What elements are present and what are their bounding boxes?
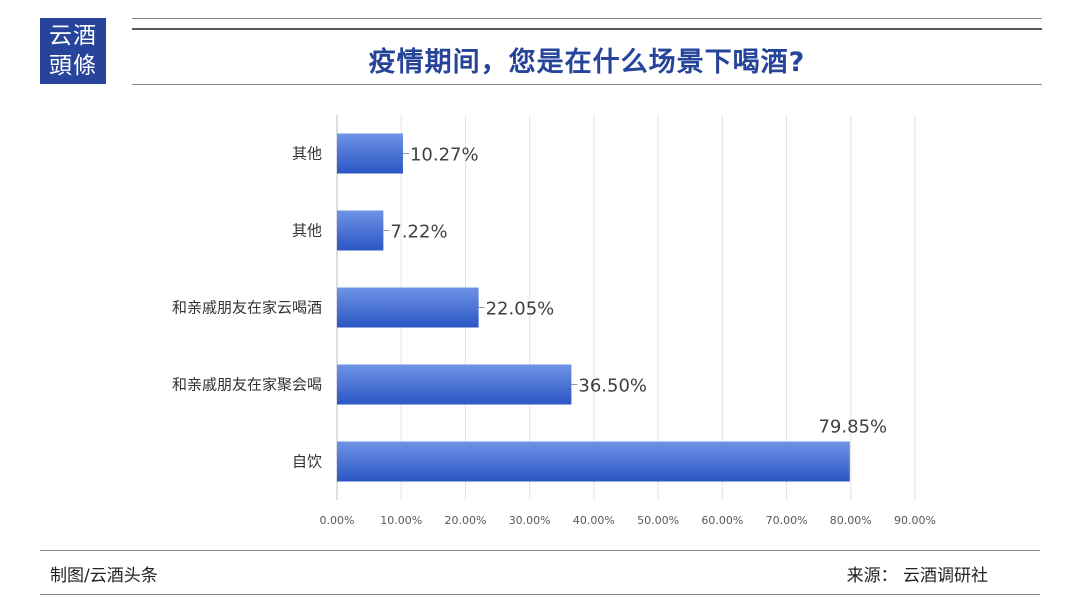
x-tick-label: 90.00% [894,514,936,527]
x-tick-label: 70.00% [766,514,808,527]
data-label: 36.50% [578,376,647,397]
chart-title: 疫情期间，您是在什么场景下喝酒? [368,47,806,78]
x-tick-label: 30.00% [509,514,551,527]
category-label: 和亲戚朋友在家云喝酒 [172,299,322,317]
header-rule-thin [132,18,1042,19]
logo-line-1: 云酒 [49,23,97,49]
footer-credit: 制图/云酒头条 [50,566,158,586]
brand-logo: 云酒 頭條 [40,18,106,84]
logo-line-2: 頭條 [49,53,97,79]
footer-rule-bottom [40,594,1040,595]
data-label: 7.22% [390,222,447,243]
bars [337,133,850,482]
footer-source: 来源： 云酒调研社 [846,566,988,586]
x-tick-label: 20.00% [444,514,486,527]
x-tick-label: 50.00% [637,514,679,527]
category-label: 其他 [292,145,322,163]
category-label: 其他 [292,222,322,240]
x-tick-label: 60.00% [701,514,743,527]
bar [337,133,403,174]
bar [337,210,384,251]
x-tick-label: 0.00% [320,514,355,527]
footer-rule-top [40,550,1040,551]
bar [337,441,850,482]
bar [337,287,479,328]
header-rule-thick [132,28,1042,30]
data-label: 79.85% [818,417,887,438]
title-underline [132,84,1042,85]
data-label: 10.27% [410,145,479,166]
category-label: 自饮 [292,453,322,471]
labels: 0.00% 10.00% 20.00% 30.00% 40.00% 50.00% 60.00… [172,145,936,528]
data-label: 22.05% [486,299,555,320]
x-tick-label: 40.00% [573,514,615,527]
category-label: 和亲戚朋友在家聚会喝 [172,376,322,394]
x-tick-label: 80.00% [830,514,872,527]
bar [337,364,572,405]
x-tick-label: 10.00% [380,514,422,527]
